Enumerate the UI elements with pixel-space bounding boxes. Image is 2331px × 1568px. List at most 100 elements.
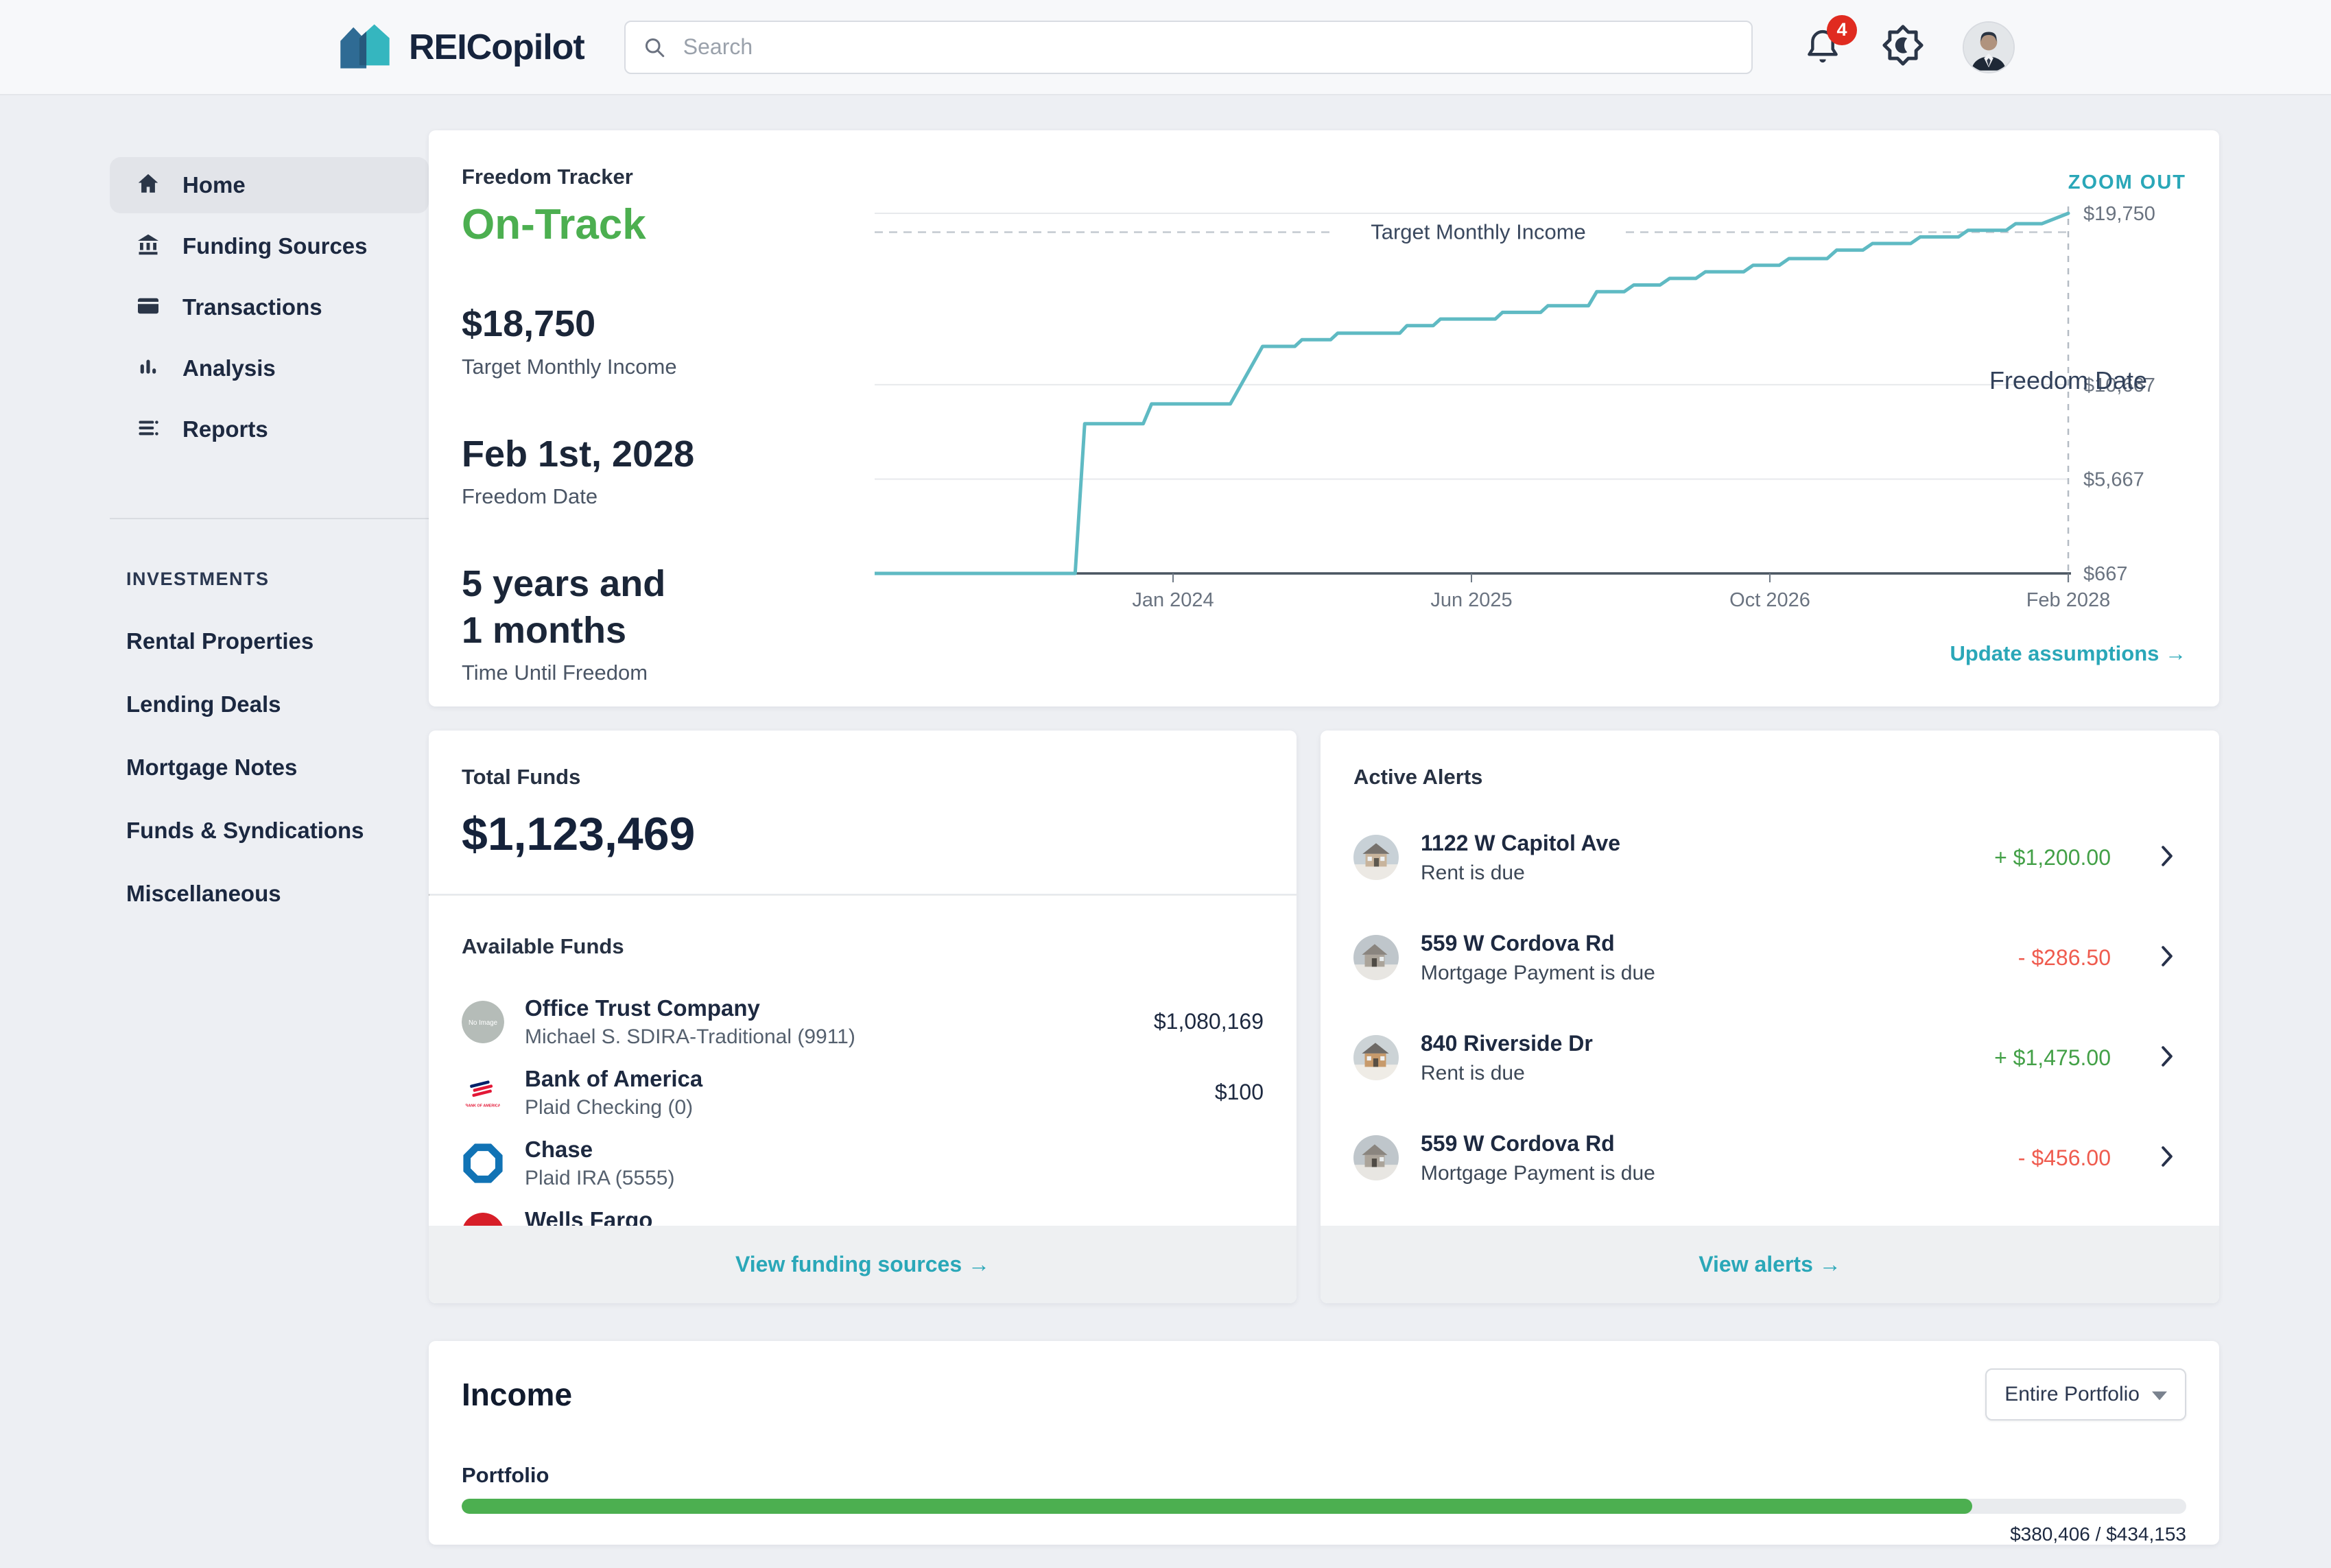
freedom-tracker-title: Freedom Tracker	[462, 165, 633, 189]
alert-row[interactable]: 559 W Cordova Rd Mortgage Payment is due…	[1353, 1108, 2186, 1208]
sidebar-item-label: Transactions	[182, 294, 322, 320]
portfolio-progress-fill	[462, 1499, 1973, 1514]
sidebar-item-reports[interactable]: Reports	[110, 401, 429, 458]
property-photo	[1353, 1035, 1399, 1080]
stat-label: Time Until Freedom	[462, 661, 648, 685]
chevron-right-icon[interactable]	[2157, 1143, 2177, 1174]
report-list-icon	[136, 416, 161, 444]
stat-label: Target Monthly Income	[462, 354, 677, 379]
freedom-chart-svg: $19,750 $10,667 $5,667 $667 Target Monthly I…	[875, 203, 2155, 611]
investments-section-title: INVESTMENTS	[126, 569, 270, 589]
funding-account-row[interactable]: BANK OF AMERICA Bank of America Plaid Ch…	[462, 1057, 1264, 1128]
theme-toggle-button[interactable]	[1882, 24, 1924, 70]
bank-icon	[136, 233, 161, 261]
freedom-stats-column: Freedom Tracker On-Track $18,750 Target …	[462, 165, 875, 706]
alert-property: 559 W Cordova Rd	[1421, 930, 1615, 955]
stat-time-until-freedom: 5 years and 1 months Time Until Freedom	[462, 561, 709, 685]
sidebar-item-transactions[interactable]: Transactions	[110, 279, 429, 335]
sidebar-item-analysis[interactable]: Analysis	[110, 340, 429, 396]
sidebar-item-label: Home	[182, 172, 246, 198]
home-icon	[136, 171, 161, 200]
funds-card-footer: View funding sources →	[429, 1226, 1297, 1303]
property-photo	[1353, 835, 1399, 880]
logo-houses-icon	[336, 21, 394, 73]
alert-row[interactable]: 559 W Cordova Rd Mortgage Payment is due…	[1353, 907, 2186, 1008]
account-detail: Michael S. SDIRA-Traditional (9911)	[525, 1025, 855, 1048]
brightness-moon-icon	[1882, 25, 1924, 69]
bell-icon	[1803, 29, 1842, 71]
search-input[interactable]	[624, 20, 1753, 74]
sidebar-item-rental-properties[interactable]: Rental Properties	[126, 628, 314, 654]
alert-row[interactable]: 1122 W Capitol Ave Rent is due + $1,200.…	[1353, 807, 2186, 907]
property-photo	[1353, 1135, 1399, 1180]
alert-message: Mortgage Payment is due	[1421, 1161, 1655, 1185]
chevron-right-icon[interactable]	[2157, 942, 2177, 973]
sidebar-item-mortgage-notes[interactable]: Mortgage Notes	[126, 755, 298, 780]
chevron-right-icon[interactable]	[2157, 1043, 2177, 1073]
notification-badge: 4	[1827, 14, 1857, 45]
chase-logo	[462, 1141, 504, 1185]
svg-text:Target Monthly Income: Target Monthly Income	[1371, 220, 1586, 244]
income-title: Income	[462, 1377, 573, 1412]
sidebar-item-home[interactable]: Home	[110, 157, 429, 213]
chevron-right-icon[interactable]	[2157, 842, 2177, 873]
sidebar-divider	[110, 518, 429, 519]
sidebar-item-label: Funding Sources	[182, 233, 368, 259]
portfolio-selector[interactable]: Entire Portfolio	[1985, 1368, 2186, 1421]
alerts-list: 1122 W Capitol Ave Rent is due + $1,200.…	[1353, 807, 2186, 1208]
search-bar	[624, 20, 1753, 74]
account-amount: $100	[1214, 1080, 1264, 1104]
main-content: Freedom Tracker On-Track $18,750 Target …	[429, 95, 2219, 1545]
header-actions: 4	[1803, 14, 2013, 72]
active-alerts-title: Active Alerts	[1353, 765, 1483, 789]
bank-of-america-logo: BANK OF AMERICA	[462, 1071, 504, 1114]
sidebar-item-funding-sources[interactable]: Funding Sources	[110, 218, 429, 274]
account-name: Bank of America	[525, 1065, 703, 1091]
sidebar: Home Funding Sources Transactions	[110, 95, 429, 1545]
app-logo: REICopilot	[336, 21, 585, 73]
alert-amount: + $1,200.00	[1994, 844, 2111, 870]
freedom-tracker-card: Freedom Tracker On-Track $18,750 Target …	[429, 130, 2219, 706]
alerts-card-footer: View alerts →	[1321, 1226, 2219, 1303]
portfolio-progress-values: $380,406 / $434,153	[2010, 1523, 2186, 1545]
active-alerts-card: Active Alerts 1122 W Ca	[1321, 730, 2219, 1303]
stat-freedom-date: Feb 1st, 2028 Freedom Date	[462, 431, 709, 510]
sidebar-item-funds-syndications[interactable]: Funds & Syndications	[126, 818, 364, 843]
funding-account-row[interactable]: No Image Office Trust Company Michael S.…	[462, 986, 1264, 1057]
alert-property: 1122 W Capitol Ave	[1421, 830, 1621, 855]
sidebar-item-lending-deals[interactable]: Lending Deals	[126, 691, 281, 717]
view-funding-sources-link[interactable]: View funding sources →	[735, 1252, 991, 1276]
funds-divider	[429, 894, 1297, 896]
total-funds-value: $1,123,469	[462, 808, 696, 860]
bar-chart-icon	[136, 355, 161, 383]
alert-amount: + $1,475.00	[1994, 1045, 2111, 1070]
svg-text:BANK OF AMERICA: BANK OF AMERICA	[465, 1104, 500, 1108]
portfolio-row-label: Portfolio	[462, 1463, 549, 1487]
alert-message: Mortgage Payment is due	[1421, 961, 1655, 984]
portfolio-selector-value: Entire Portfolio	[2004, 1383, 2140, 1405]
notifications-button[interactable]: 4	[1803, 14, 1857, 71]
svg-text:$19,750: $19,750	[2083, 203, 2155, 225]
update-assumptions-link[interactable]: Update assumptions →	[1950, 641, 2187, 665]
sidebar-item-miscellaneous[interactable]: Miscellaneous	[126, 881, 281, 906]
svg-text:Feb 2028: Feb 2028	[2026, 589, 2111, 611]
stat-value: 5 years and 1 months	[462, 563, 666, 651]
view-alerts-link[interactable]: View alerts →	[1699, 1252, 1841, 1276]
svg-text:$10,667: $10,667	[2083, 375, 2155, 396]
alert-amount: - $286.50	[2018, 945, 2111, 970]
user-avatar[interactable]	[1964, 22, 2013, 72]
alert-amount: - $456.00	[2018, 1145, 2111, 1170]
available-funds-title: Available Funds	[462, 934, 624, 958]
account-detail: Plaid Checking (0)	[525, 1095, 694, 1119]
freedom-chart-area: ZOOM OUT $19,750 $10,667 $5,667 $667 Target …	[875, 165, 2219, 706]
stat-value: $18,750	[462, 303, 596, 344]
alert-row[interactable]: 840 Riverside Dr Rent is due + $1,475.00	[1353, 1008, 2186, 1108]
svg-text:No Image: No Image	[469, 1019, 497, 1026]
svg-text:Jan 2024: Jan 2024	[1132, 589, 1214, 611]
account-amount: $1,080,169	[1153, 1009, 1264, 1034]
portfolio-progress-track	[462, 1499, 2186, 1514]
property-photo	[1353, 935, 1399, 980]
svg-text:$667: $667	[2083, 563, 2128, 585]
funding-account-row[interactable]: Chase Plaid IRA (5555)	[462, 1128, 1264, 1198]
zoom-out-button[interactable]: ZOOM OUT	[2068, 171, 2186, 193]
